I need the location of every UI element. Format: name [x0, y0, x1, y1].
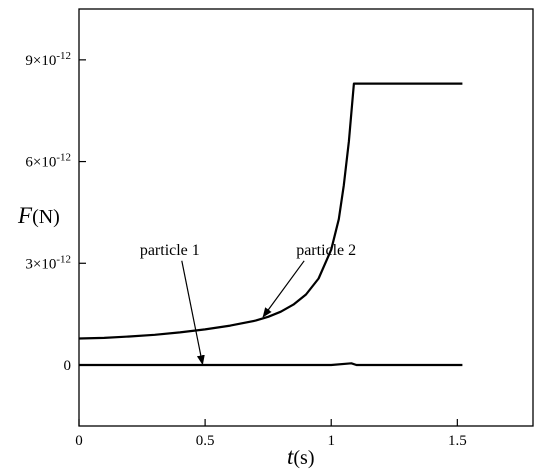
- x-axis-unit: (s): [293, 447, 314, 469]
- x-axis-label: t(s): [287, 444, 315, 469]
- y-axis-unit: (N): [32, 206, 60, 228]
- x-tick-label: 0: [75, 433, 83, 449]
- y-axis-ticks: 0 3×10-12 6×10-12 9×10-12: [25, 50, 86, 374]
- y-axis-variable: F: [17, 203, 33, 228]
- x-tick-label: 0.5: [196, 433, 215, 449]
- y-tick-label: 0: [64, 358, 72, 374]
- y-tick-label: 9×10-12: [25, 50, 71, 69]
- x-tick-label: 1.5: [448, 433, 467, 449]
- series-line-2: [78, 82, 463, 340]
- annotation-arrow-2: [262, 260, 305, 318]
- annotation-label-2: particle 2: [296, 242, 356, 259]
- annotation-label-1: particle 1: [140, 242, 200, 259]
- plot-frame: [78, 8, 534, 427]
- x-axis-ticks: 0 0.5 1 1.5: [75, 419, 467, 449]
- series-line-1: [79, 362, 463, 367]
- annotation-arrow-1: [181, 260, 205, 366]
- y-axis-label: F(N): [17, 203, 60, 228]
- series-layer: [78, 82, 463, 367]
- x-tick-label: 1: [327, 433, 335, 449]
- y-tick-label: 6×10-12: [25, 152, 71, 171]
- annotation-layer: particle 1 particle 2: [140, 242, 356, 366]
- x-axis-variable: t: [287, 444, 294, 469]
- y-tick-label: 3×10-12: [25, 253, 71, 272]
